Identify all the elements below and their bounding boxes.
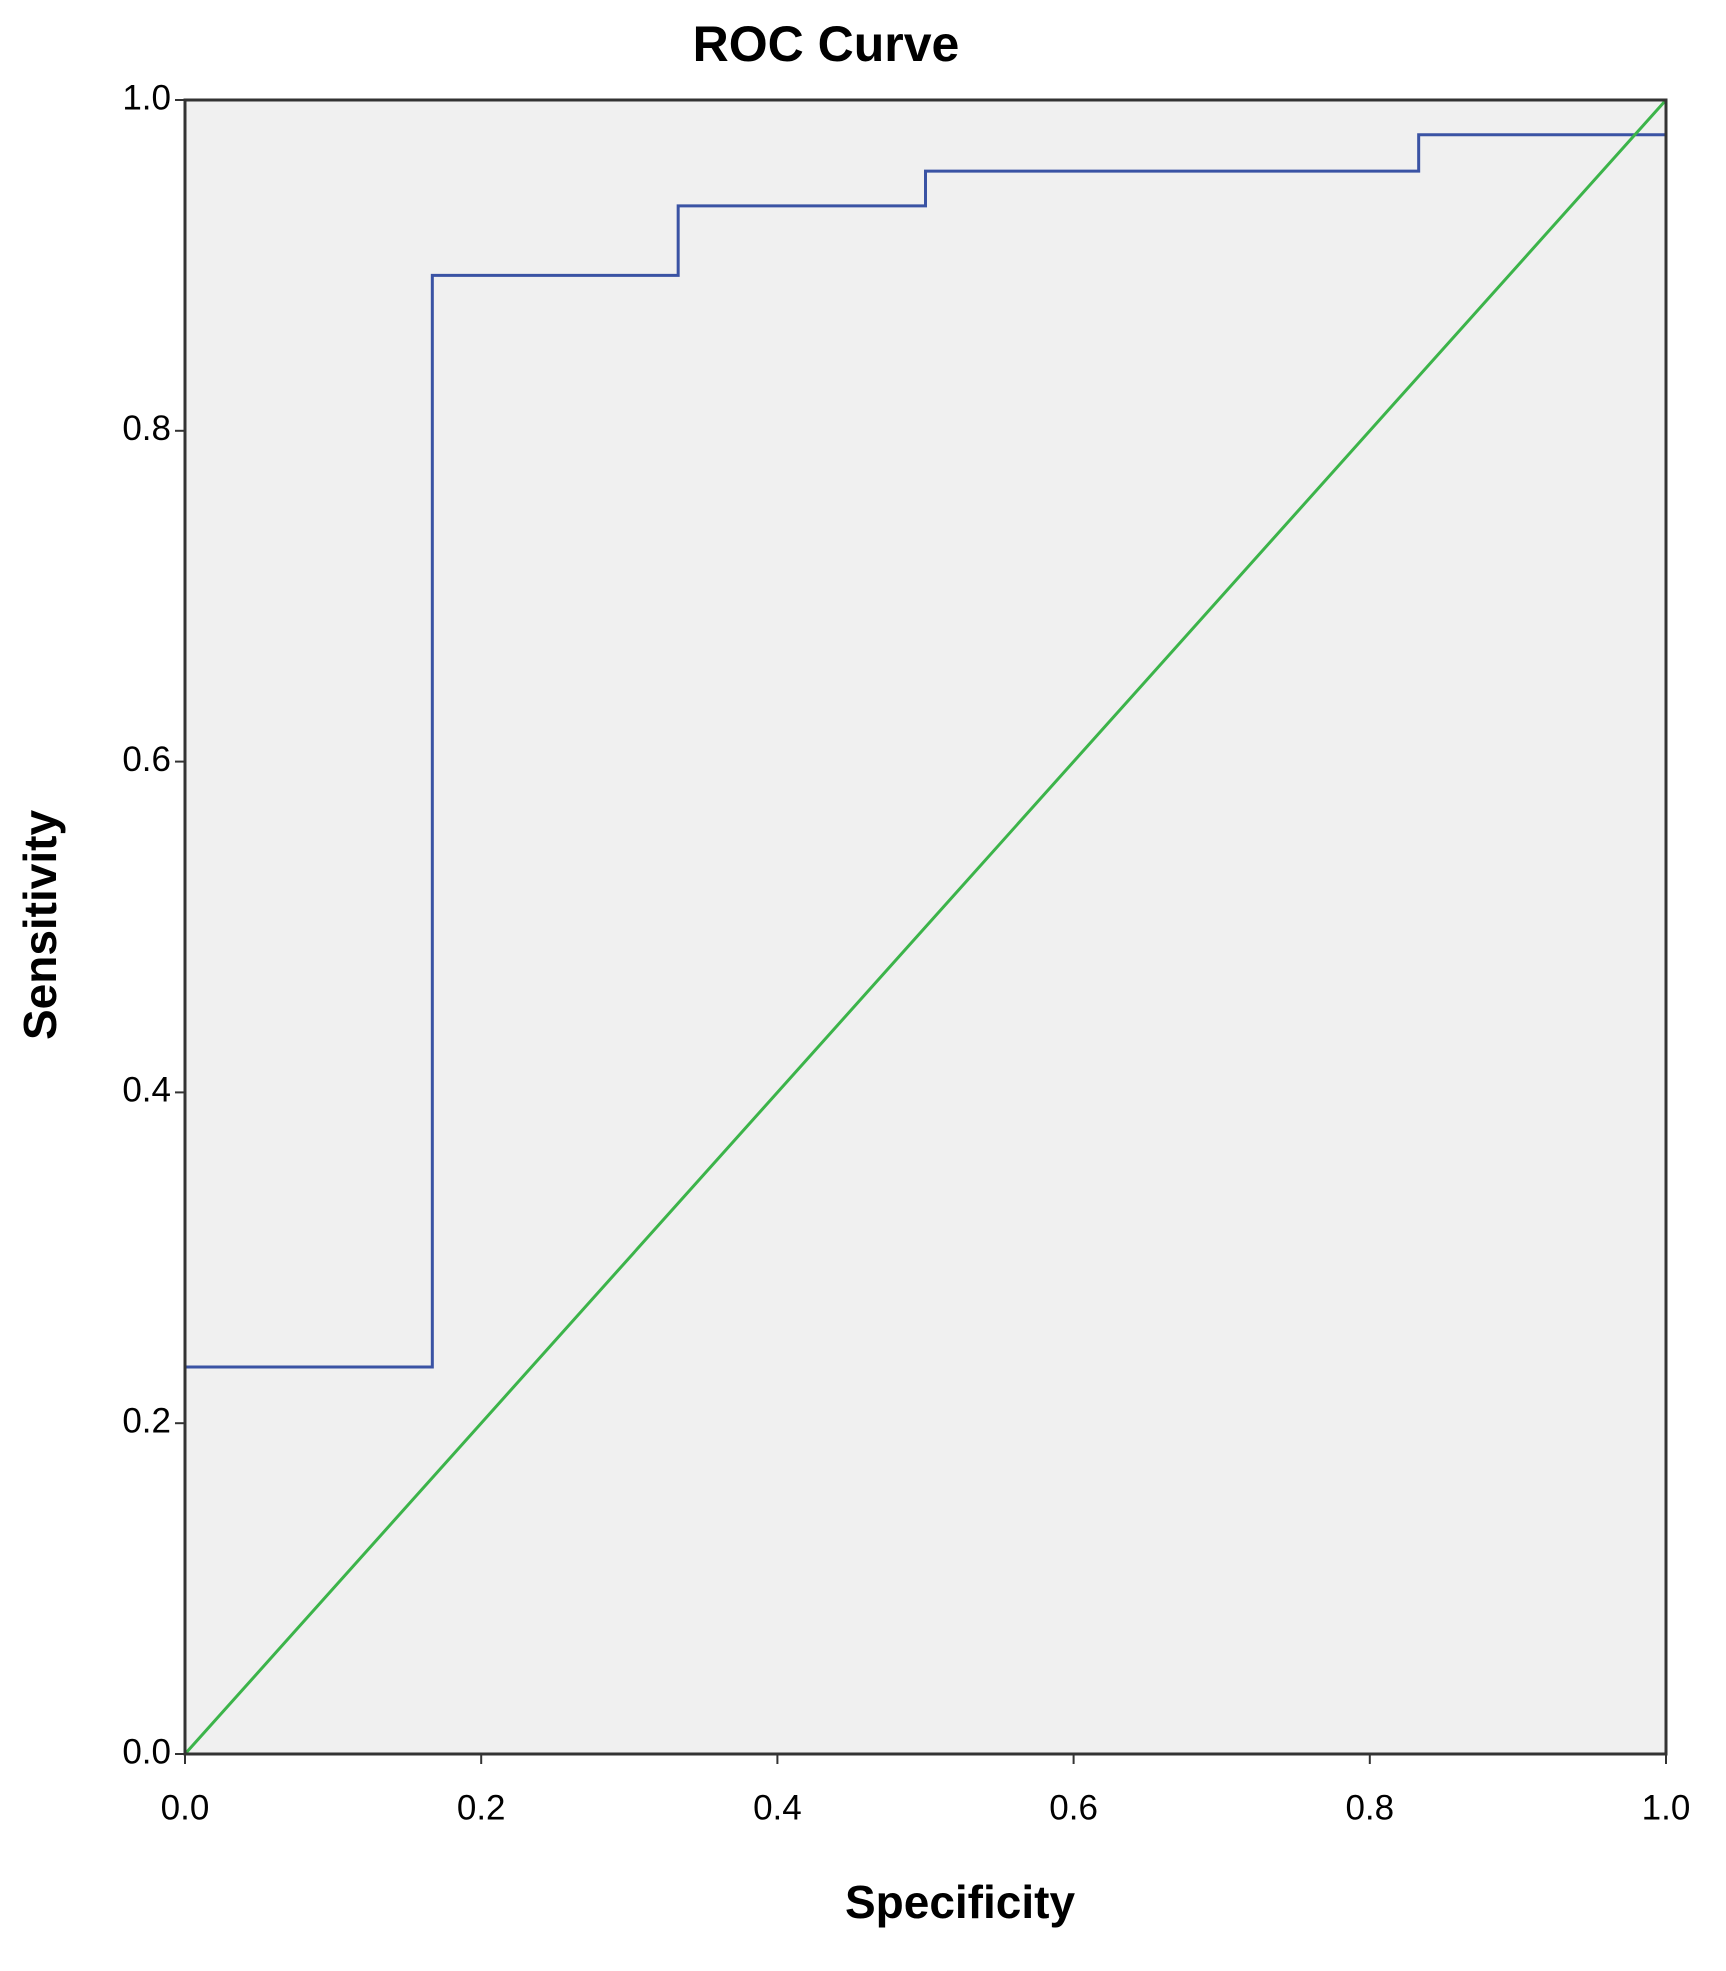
x-tick-label: 0.6 [1049, 1788, 1098, 1827]
y-tick-label: 0.2 [122, 1401, 171, 1440]
y-tick-label: 0.4 [122, 1071, 171, 1110]
y-tick-label: 0.8 [122, 409, 171, 448]
x-axis-label: Specificity [845, 1876, 1076, 1928]
x-tick-label: 0.0 [161, 1788, 210, 1827]
chart-title: ROC Curve [693, 16, 960, 72]
x-tick-label: 0.2 [457, 1788, 506, 1827]
y-tick-label: 0.6 [122, 740, 171, 779]
x-tick-label: 1.0 [1642, 1788, 1691, 1827]
roc-line [183, 98, 1668, 1756]
y-tick-label: 0.0 [122, 1732, 171, 1771]
x-tick-label: 0.8 [1345, 1788, 1394, 1827]
y-tick-label: 1.0 [122, 78, 171, 117]
y-axis-label: Sensitivity [14, 810, 66, 1041]
roc-line [183, 100, 1668, 1754]
x-tick-label: 0.4 [753, 1788, 802, 1827]
plot-frame [183, 98, 1668, 1756]
